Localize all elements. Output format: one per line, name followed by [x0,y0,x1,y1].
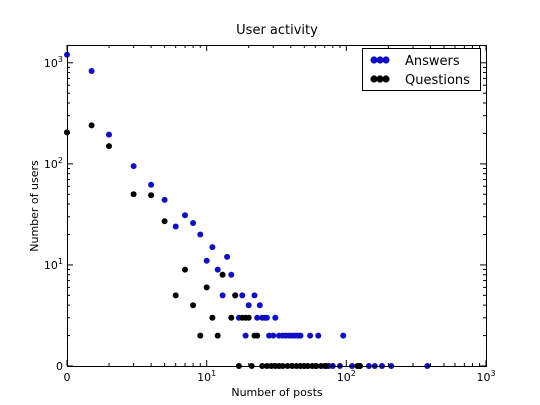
legend-marker-answers [370,56,378,64]
chart-legend: Answers Questions [362,48,481,91]
point-answers-5 [161,196,168,203]
x-tick-label-0: 0 [64,371,71,384]
point-answers-41 [315,332,322,339]
x-tick-label-2: 102 [337,369,356,384]
point-answers-19 [242,332,249,339]
point-answers-27 [266,332,273,339]
y-tick-label-2: 102 [44,156,63,171]
point-answers-15 [228,271,235,278]
point-answers-12 [214,266,221,273]
points-layer [64,51,431,369]
point-questions-6 [172,292,179,299]
point-answers-18 [239,292,246,299]
point-questions-15 [232,292,239,299]
x-axis-label: Number of posts [231,386,323,399]
y-tick-label-1: 101 [44,257,63,272]
point-answers-23 [256,302,263,309]
y-tick-label-0: 0 [56,360,63,373]
legend-box [362,48,481,91]
point-answers-4 [148,181,155,188]
legend-marker-questions [370,75,378,83]
point-answers-3 [130,163,137,170]
x-tick-label-3: 103 [476,369,495,384]
point-questions-8 [190,302,197,309]
legend-label-questions: Questions [405,73,470,88]
point-answers-29 [272,314,279,321]
y-tick-label-3: 103 [44,55,63,70]
point-answers-28 [270,332,277,339]
point-answers-7 [182,212,188,219]
point-answers-1 [88,68,95,74]
point-answers-26 [263,314,270,321]
point-answers-13 [219,292,226,299]
point-questions-22 [254,332,261,339]
legend-marker-answers [376,56,384,64]
point-questions-3 [130,191,137,198]
legend-marker-questions [376,75,384,83]
point-questions-4 [148,192,155,199]
point-answers-2 [106,131,112,138]
point-questions-10 [203,284,210,291]
point-questions-1 [88,122,95,129]
point-answers-9 [197,231,204,238]
point-answers-8 [190,220,197,226]
y-axis-label: Number of users [28,160,41,252]
legend-label-answers: Answers [405,54,460,69]
point-answers-37 [297,332,304,339]
plot-frame [67,45,487,367]
point-answers-20 [245,302,252,309]
legend-marker-answers [382,56,390,64]
x-tick-label-1: 101 [197,369,216,384]
point-answers-6 [172,223,179,230]
point-questions-7 [182,266,188,273]
point-questions-13 [219,271,226,278]
point-answers-39 [307,332,314,339]
point-answers-22 [254,314,261,321]
chart-title: User activity [236,23,318,38]
legend-marker-questions [382,75,390,83]
point-questions-12 [214,332,221,339]
point-answers-14 [224,253,231,260]
point-questions-2 [106,143,112,150]
point-questions-5 [161,218,168,225]
point-answers-10 [203,257,210,264]
point-answers-21 [251,292,258,299]
point-answers-46 [340,332,347,339]
point-questions-14 [228,314,235,321]
point-questions-9 [197,332,204,339]
point-answers-11 [209,244,216,251]
point-questions-11 [209,314,216,321]
point-questions-19 [245,314,252,321]
y-axis-ticks: 0 101 102 103 [44,55,486,373]
